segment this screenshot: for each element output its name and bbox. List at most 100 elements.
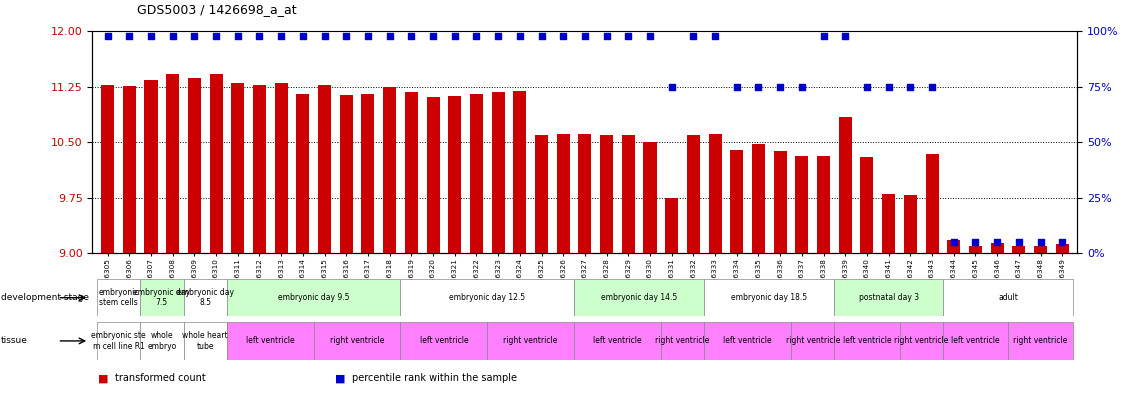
Point — [185, 33, 203, 39]
Text: whole
embryo: whole embryo — [148, 331, 177, 351]
Text: transformed count: transformed count — [115, 373, 206, 384]
Bar — [817, 156, 831, 253]
Bar — [791, 322, 834, 360]
Point — [641, 33, 659, 39]
Bar — [709, 134, 721, 253]
Text: embryonic day 18.5: embryonic day 18.5 — [731, 293, 807, 302]
Point — [749, 84, 767, 90]
Bar — [535, 135, 548, 253]
Bar — [899, 322, 943, 360]
Bar — [882, 194, 895, 253]
Point — [489, 33, 507, 39]
Bar — [405, 92, 418, 253]
Bar — [184, 279, 227, 316]
Text: left ventricle: left ventricle — [246, 336, 294, 345]
Text: right ventricle: right ventricle — [1013, 336, 1067, 345]
Text: embryonic day 9.5: embryonic day 9.5 — [278, 293, 349, 302]
Point — [684, 33, 702, 39]
Bar — [97, 279, 140, 316]
Point — [880, 84, 898, 90]
Text: right ventricle: right ventricle — [656, 336, 710, 345]
Bar — [574, 322, 660, 360]
Bar — [991, 243, 1004, 253]
Bar — [227, 279, 400, 316]
Text: left ventricle: left ventricle — [724, 336, 772, 345]
Bar — [318, 85, 331, 253]
Bar — [252, 85, 266, 253]
Text: embryonic day 14.5: embryonic day 14.5 — [601, 293, 677, 302]
Bar — [1056, 244, 1068, 253]
Bar — [557, 134, 570, 253]
Text: right ventricle: right ventricle — [894, 336, 949, 345]
Text: left ventricle: left ventricle — [419, 336, 468, 345]
Bar — [97, 322, 140, 360]
Bar — [513, 91, 526, 253]
Bar — [470, 94, 483, 253]
Point — [337, 33, 355, 39]
Bar — [144, 79, 158, 253]
Bar — [1008, 322, 1073, 360]
Point — [511, 33, 529, 39]
Point — [468, 33, 486, 39]
Point — [207, 33, 225, 39]
Point — [272, 33, 290, 39]
Bar — [600, 135, 613, 253]
Bar — [449, 96, 461, 253]
Point — [229, 33, 247, 39]
Text: whole heart
tube: whole heart tube — [183, 331, 228, 351]
Bar — [686, 135, 700, 253]
Point — [771, 84, 789, 90]
Bar — [644, 143, 657, 253]
Text: development stage: development stage — [1, 293, 89, 302]
Bar — [660, 322, 704, 360]
Point — [1010, 239, 1028, 246]
Point — [381, 33, 399, 39]
Point — [98, 33, 116, 39]
Bar — [578, 134, 592, 253]
Point — [663, 84, 681, 90]
Point — [728, 84, 746, 90]
Point — [250, 33, 268, 39]
Text: right ventricle: right ventricle — [786, 336, 840, 345]
Bar — [834, 279, 943, 316]
Bar — [383, 87, 397, 253]
Bar — [838, 117, 852, 253]
Point — [793, 84, 811, 90]
Bar — [227, 322, 313, 360]
Bar — [730, 150, 744, 253]
Bar — [1033, 246, 1047, 253]
Bar — [574, 279, 704, 316]
Bar — [313, 322, 400, 360]
Bar — [362, 94, 374, 253]
Bar — [904, 195, 917, 253]
Text: embryonic ste
m cell line R1: embryonic ste m cell line R1 — [91, 331, 145, 351]
Bar — [210, 73, 223, 253]
Bar — [752, 144, 765, 253]
Point — [620, 33, 638, 39]
Bar — [1012, 246, 1026, 253]
Bar — [166, 74, 179, 253]
Point — [988, 239, 1006, 246]
Point — [967, 239, 985, 246]
Text: tissue: tissue — [1, 336, 28, 345]
Point — [815, 33, 833, 39]
Bar — [188, 78, 201, 253]
Bar — [622, 135, 635, 253]
Bar — [140, 322, 184, 360]
Point — [402, 33, 420, 39]
Text: left ventricle: left ventricle — [951, 336, 1000, 345]
Point — [858, 84, 876, 90]
Bar — [925, 154, 939, 253]
Bar — [773, 151, 787, 253]
Point — [597, 33, 615, 39]
Bar — [339, 95, 353, 253]
Text: ■: ■ — [335, 373, 345, 384]
Bar — [184, 322, 227, 360]
Point — [445, 33, 463, 39]
Text: adult: adult — [999, 293, 1018, 302]
Bar — [796, 156, 808, 253]
Bar — [943, 322, 1008, 360]
Point — [902, 84, 920, 90]
Bar — [860, 157, 873, 253]
Bar — [400, 279, 574, 316]
